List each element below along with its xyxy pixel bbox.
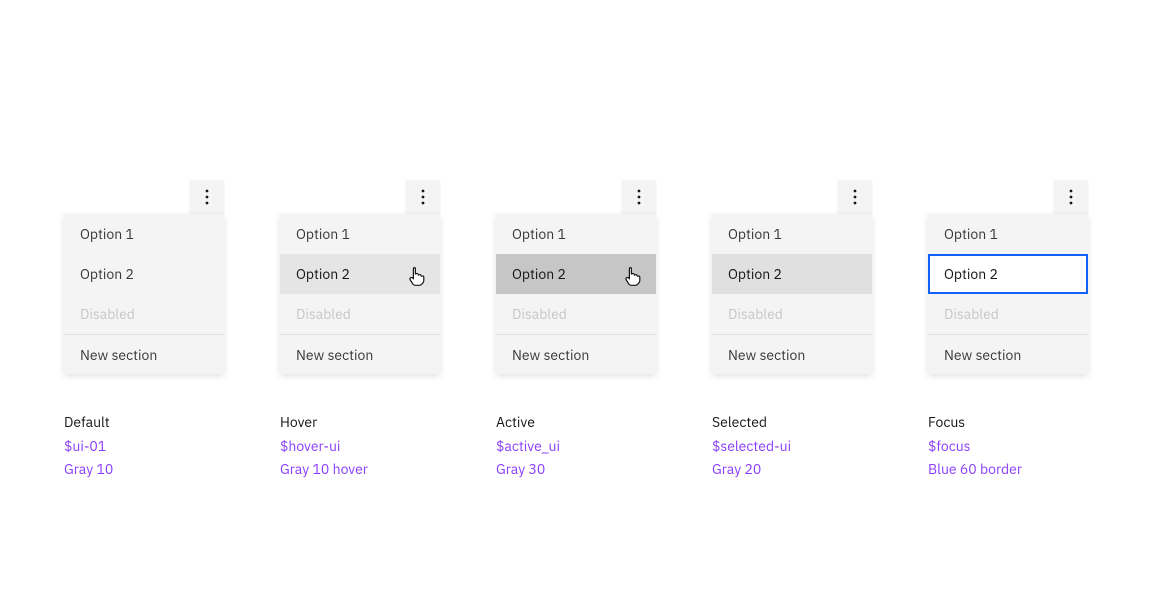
overflow-menu: Option 1 Option 2 Disabled New section: [712, 214, 872, 374]
menu-item-option-2[interactable]: Option 2: [712, 254, 872, 294]
menu-item-label: Disabled: [80, 305, 135, 323]
overflow-trigger-row: [928, 180, 1088, 214]
menu-item-label: New section: [512, 346, 589, 364]
state-caption: Default $ui-01 Gray 10: [64, 414, 224, 479]
state-name-label: Selected: [712, 414, 872, 432]
menu-item-label: Option 1: [728, 225, 782, 243]
state-active: Option 1 Option 2 Disabled New section A…: [496, 180, 656, 479]
menu-item-label: Option 1: [80, 225, 134, 243]
menu-item-option-1[interactable]: Option 1: [280, 214, 440, 254]
state-caption: Active $active_ui Gray 30: [496, 414, 656, 479]
states-row: Option 1 Option 2 Disabled New section D…: [64, 180, 1088, 479]
menu-item-label: Disabled: [944, 305, 999, 323]
state-name-label: Focus: [928, 414, 1088, 432]
state-hover: Option 1 Option 2 Disabled New section H…: [280, 180, 440, 479]
menu-item-disabled: Disabled: [496, 294, 656, 334]
overflow-vertical-icon: [1069, 189, 1073, 205]
menu-item-label: New section: [728, 346, 805, 364]
menu-item-new-section[interactable]: New section: [712, 334, 872, 374]
state-name-label: Active: [496, 414, 656, 432]
menu-item-new-section[interactable]: New section: [280, 334, 440, 374]
menu-item-disabled: Disabled: [64, 294, 224, 334]
menu-item-label: Disabled: [296, 305, 351, 323]
menu-item-new-section[interactable]: New section: [496, 334, 656, 374]
menu-item-disabled: Disabled: [928, 294, 1088, 334]
menu-item-new-section[interactable]: New section: [64, 334, 224, 374]
menu-item-new-section[interactable]: New section: [928, 334, 1088, 374]
menu-item-label: Option 2: [728, 265, 782, 283]
menu-item-option-1[interactable]: Option 1: [64, 214, 224, 254]
state-token-label: $ui-01: [64, 438, 224, 456]
state-token-label: $focus: [928, 438, 1088, 456]
state-swatch-label: Gray 10 hover: [280, 461, 440, 479]
overflow-trigger-row: [712, 180, 872, 214]
state-token-label: $hover-ui: [280, 438, 440, 456]
menu-item-option-1[interactable]: Option 1: [712, 214, 872, 254]
menu-item-option-2[interactable]: Option 2: [496, 254, 656, 294]
state-swatch-label: Gray 10: [64, 461, 224, 479]
overflow-menu-trigger[interactable]: [838, 180, 872, 214]
overflow-menu: Option 1 Option 2 Disabled New section: [928, 214, 1088, 374]
menu-item-label: Option 2: [296, 265, 350, 283]
menu-item-label: Option 1: [944, 225, 998, 243]
pointer-cursor-icon: [624, 266, 642, 286]
menu-item-label: Option 1: [296, 225, 350, 243]
overflow-trigger-row: [64, 180, 224, 214]
menu-item-option-1[interactable]: Option 1: [496, 214, 656, 254]
overflow-vertical-icon: [421, 189, 425, 205]
state-caption: Selected $selected-ui Gray 20: [712, 414, 872, 479]
overflow-vertical-icon: [637, 189, 641, 205]
menu-item-label: Option 2: [944, 265, 998, 283]
menu-item-label: New section: [296, 346, 373, 364]
state-swatch-label: Blue 60 border: [928, 461, 1088, 479]
overflow-vertical-icon: [205, 189, 209, 205]
menu-item-label: Option 2: [80, 265, 134, 283]
menu-item-option-2[interactable]: Option 2: [280, 254, 440, 294]
state-swatch-label: Gray 30: [496, 461, 656, 479]
menu-item-label: Disabled: [512, 305, 567, 323]
menu-item-label: New section: [80, 346, 157, 364]
overflow-menu: Option 1 Option 2 Disabled New section: [280, 214, 440, 374]
menu-item-label: New section: [944, 346, 1021, 364]
state-swatch-label: Gray 20: [712, 461, 872, 479]
overflow-menu: Option 1 Option 2 Disabled New section: [496, 214, 656, 374]
state-focus: Option 1 Option 2 Disabled New section F…: [928, 180, 1088, 479]
overflow-menu-trigger[interactable]: [1054, 180, 1088, 214]
overflow-trigger-row: [496, 180, 656, 214]
overflow-menu-trigger[interactable]: [622, 180, 656, 214]
state-caption: Focus $focus Blue 60 border: [928, 414, 1088, 479]
menu-item-label: Disabled: [728, 305, 783, 323]
overflow-menu-trigger[interactable]: [190, 180, 224, 214]
overflow-menu: Option 1 Option 2 Disabled New section: [64, 214, 224, 374]
menu-item-disabled: Disabled: [712, 294, 872, 334]
state-default: Option 1 Option 2 Disabled New section D…: [64, 180, 224, 479]
state-token-label: $selected-ui: [712, 438, 872, 456]
menu-item-label: Option 1: [512, 225, 566, 243]
overflow-vertical-icon: [853, 189, 857, 205]
pointer-cursor-icon: [408, 266, 426, 286]
overflow-menu-trigger[interactable]: [406, 180, 440, 214]
state-name-label: Default: [64, 414, 224, 432]
menu-item-option-2[interactable]: Option 2: [64, 254, 224, 294]
state-name-label: Hover: [280, 414, 440, 432]
menu-item-label: Option 2: [512, 265, 566, 283]
menu-item-option-2[interactable]: Option 2: [928, 254, 1088, 294]
state-token-label: $active_ui: [496, 438, 656, 456]
state-caption: Hover $hover-ui Gray 10 hover: [280, 414, 440, 479]
menu-item-option-1[interactable]: Option 1: [928, 214, 1088, 254]
overflow-trigger-row: [280, 180, 440, 214]
state-selected: Option 1 Option 2 Disabled New section S…: [712, 180, 872, 479]
menu-item-disabled: Disabled: [280, 294, 440, 334]
